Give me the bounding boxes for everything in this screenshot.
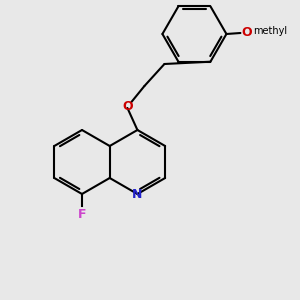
- Text: O: O: [242, 26, 252, 40]
- Text: N: N: [132, 188, 142, 200]
- Text: methyl: methyl: [254, 26, 288, 36]
- Text: F: F: [78, 208, 86, 221]
- Text: O: O: [122, 100, 133, 113]
